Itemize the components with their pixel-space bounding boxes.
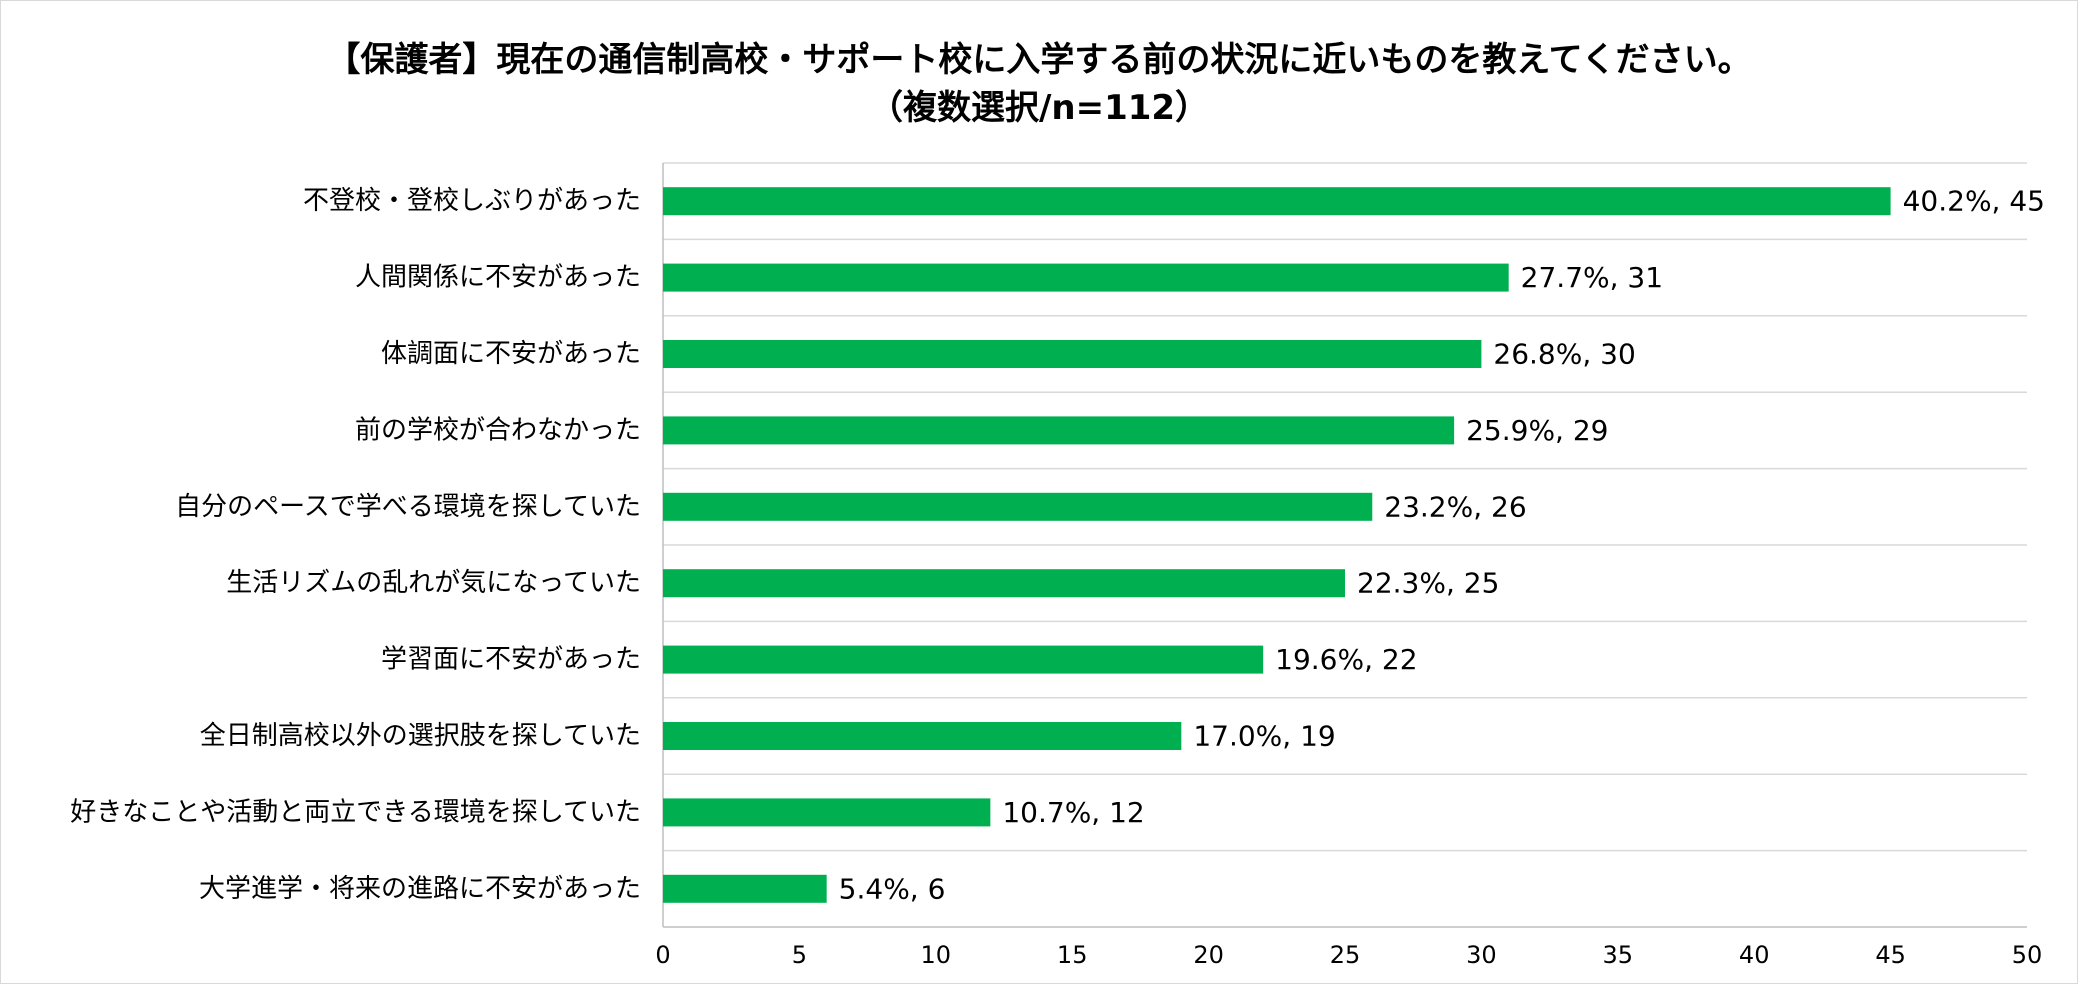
bar — [663, 722, 1182, 750]
bar — [663, 569, 1345, 598]
chart-title-line-2: （複数選択/n=112） — [869, 88, 1209, 128]
x-tick-label: 40 — [1739, 941, 1770, 969]
bar — [663, 340, 1482, 368]
data-label: 5.4%, 6 — [839, 872, 946, 905]
x-tick-label: 15 — [1057, 941, 1088, 969]
data-labels: 40.2%, 45 27.7%, 31 26.8%, 30 25.9%, 29 23.2… — [839, 185, 2045, 906]
x-tick-label: 50 — [2012, 941, 2043, 969]
data-label: 19.6%, 22 — [1275, 643, 1417, 676]
x-tick-label: 10 — [921, 941, 952, 969]
data-label: 23.2%, 26 — [1384, 490, 1526, 523]
category-label: 大学進学・将来の進路に不安があった — [199, 874, 641, 904]
data-label: 25.9%, 29 — [1466, 414, 1608, 447]
category-label: 体調面に不安があった — [381, 339, 641, 369]
category-labels: 不登校・登校しぶりがあった人間関係に不安があった体調面に不安があった前の学校が合… — [70, 186, 641, 904]
chart-title: 【保護者】現在の通信制高校・サポート校に入学する前の状況に近いものを教えてくださ… — [326, 40, 1751, 128]
data-label: 27.7%, 31 — [1521, 261, 1663, 294]
bar — [663, 492, 1373, 521]
chart-title-line-1: 【保護者】現在の通信制高校・サポート校に入学する前の状況に近いものを教えてくださ… — [326, 40, 1751, 80]
bar — [663, 263, 1509, 292]
data-label: 26.8%, 30 — [1493, 338, 1635, 371]
data-label: 10.7%, 12 — [1002, 796, 1144, 829]
x-tick-label: 25 — [1330, 941, 1361, 969]
data-label: 40.2%, 45 — [1903, 185, 2045, 218]
category-label: 不登校・登校しぶりがあった — [303, 186, 641, 216]
bars — [663, 187, 1891, 903]
category-label: 前の学校が合わなかった — [355, 415, 641, 445]
x-tick-label: 0 — [655, 941, 670, 969]
category-label: 人間関係に不安があった — [355, 263, 641, 293]
category-label: 自分のペースで学べる環境を探していた — [175, 492, 641, 522]
bar — [663, 874, 827, 903]
x-tick-label: 5 — [792, 941, 807, 969]
category-label: 好きなことや活動と両立できる環境を探していた — [70, 797, 641, 827]
bar — [663, 645, 1264, 674]
x-tick-label: 45 — [1875, 941, 1906, 969]
bar — [663, 416, 1455, 445]
category-label: 学習面に不安があった — [381, 645, 641, 675]
x-tick-label: 30 — [1466, 941, 1497, 969]
data-label: 22.3%, 25 — [1357, 567, 1499, 600]
category-label: 生活リズムの乱れが気になっていた — [226, 568, 641, 598]
category-label: 全日制高校以外の選択肢を探していた — [200, 721, 641, 751]
data-label: 17.0%, 19 — [1193, 720, 1335, 753]
x-tick-label: 35 — [1603, 941, 1634, 969]
x-tick-label: 20 — [1193, 941, 1224, 969]
x-axis: 0 5 10 15 20 25 30 35 40 45 50 — [655, 941, 2042, 969]
bar — [663, 187, 1891, 216]
bar — [663, 798, 991, 827]
